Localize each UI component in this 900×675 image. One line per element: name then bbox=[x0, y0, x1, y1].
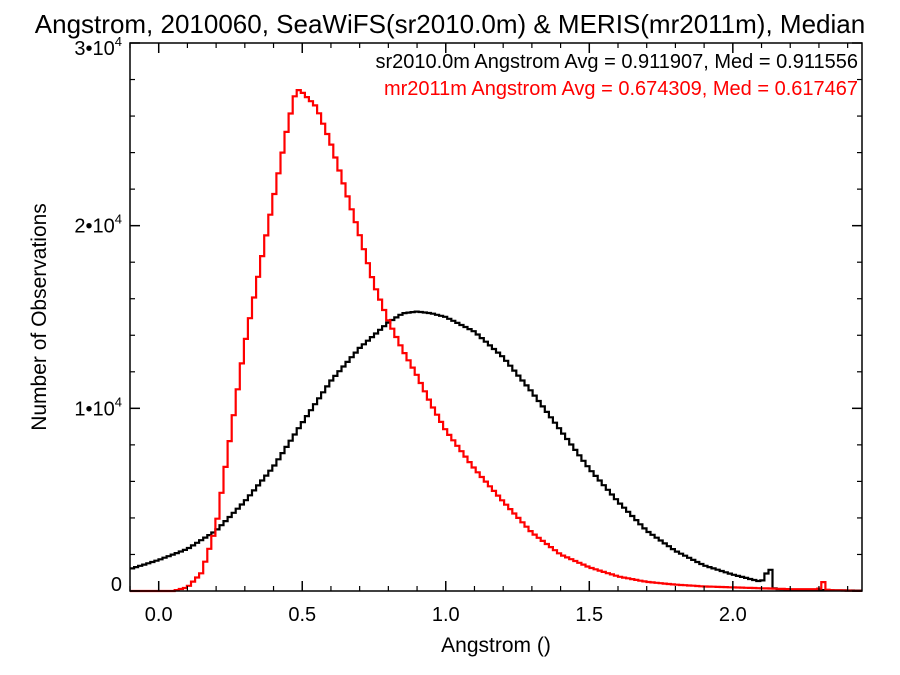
series-line-1 bbox=[130, 89, 862, 593]
plot-frame bbox=[129, 42, 863, 592]
y-axis-label: Number of Observations bbox=[28, 203, 51, 431]
axis-ticks: 0.0 0.5 1.0 1.5 2.0 0 1•104 2•104 3•104 bbox=[74, 34, 862, 626]
x-tick-label: 0.0 bbox=[145, 604, 173, 626]
x-tick-label: 1.0 bbox=[432, 604, 460, 626]
y-tick-label: 2•104 bbox=[74, 212, 122, 238]
y-tick-label: 3•104 bbox=[74, 34, 122, 60]
series-group bbox=[130, 89, 862, 593]
x-tick-label: 0.5 bbox=[288, 604, 316, 626]
x-tick-label: 2.0 bbox=[719, 604, 747, 626]
series-line-0 bbox=[130, 310, 862, 592]
x-axis-label: Angstrom () bbox=[441, 634, 551, 657]
annotation-0: sr2010.0m Angstrom Avg = 0.911907, Med =… bbox=[375, 51, 858, 73]
annotations: sr2010.0m Angstrom Avg = 0.911907, Med =… bbox=[375, 51, 858, 100]
y-tick-label: 1•104 bbox=[74, 394, 122, 420]
chart-title: Angstrom, 2010060, SeaWiFS(sr2010.0m) & … bbox=[35, 9, 865, 39]
y-tick-label: 0 bbox=[111, 574, 122, 596]
x-tick-label: 1.5 bbox=[575, 604, 603, 626]
annotation-1: mr2011m Angstrom Avg = 0.674309, Med = 0… bbox=[384, 78, 858, 100]
